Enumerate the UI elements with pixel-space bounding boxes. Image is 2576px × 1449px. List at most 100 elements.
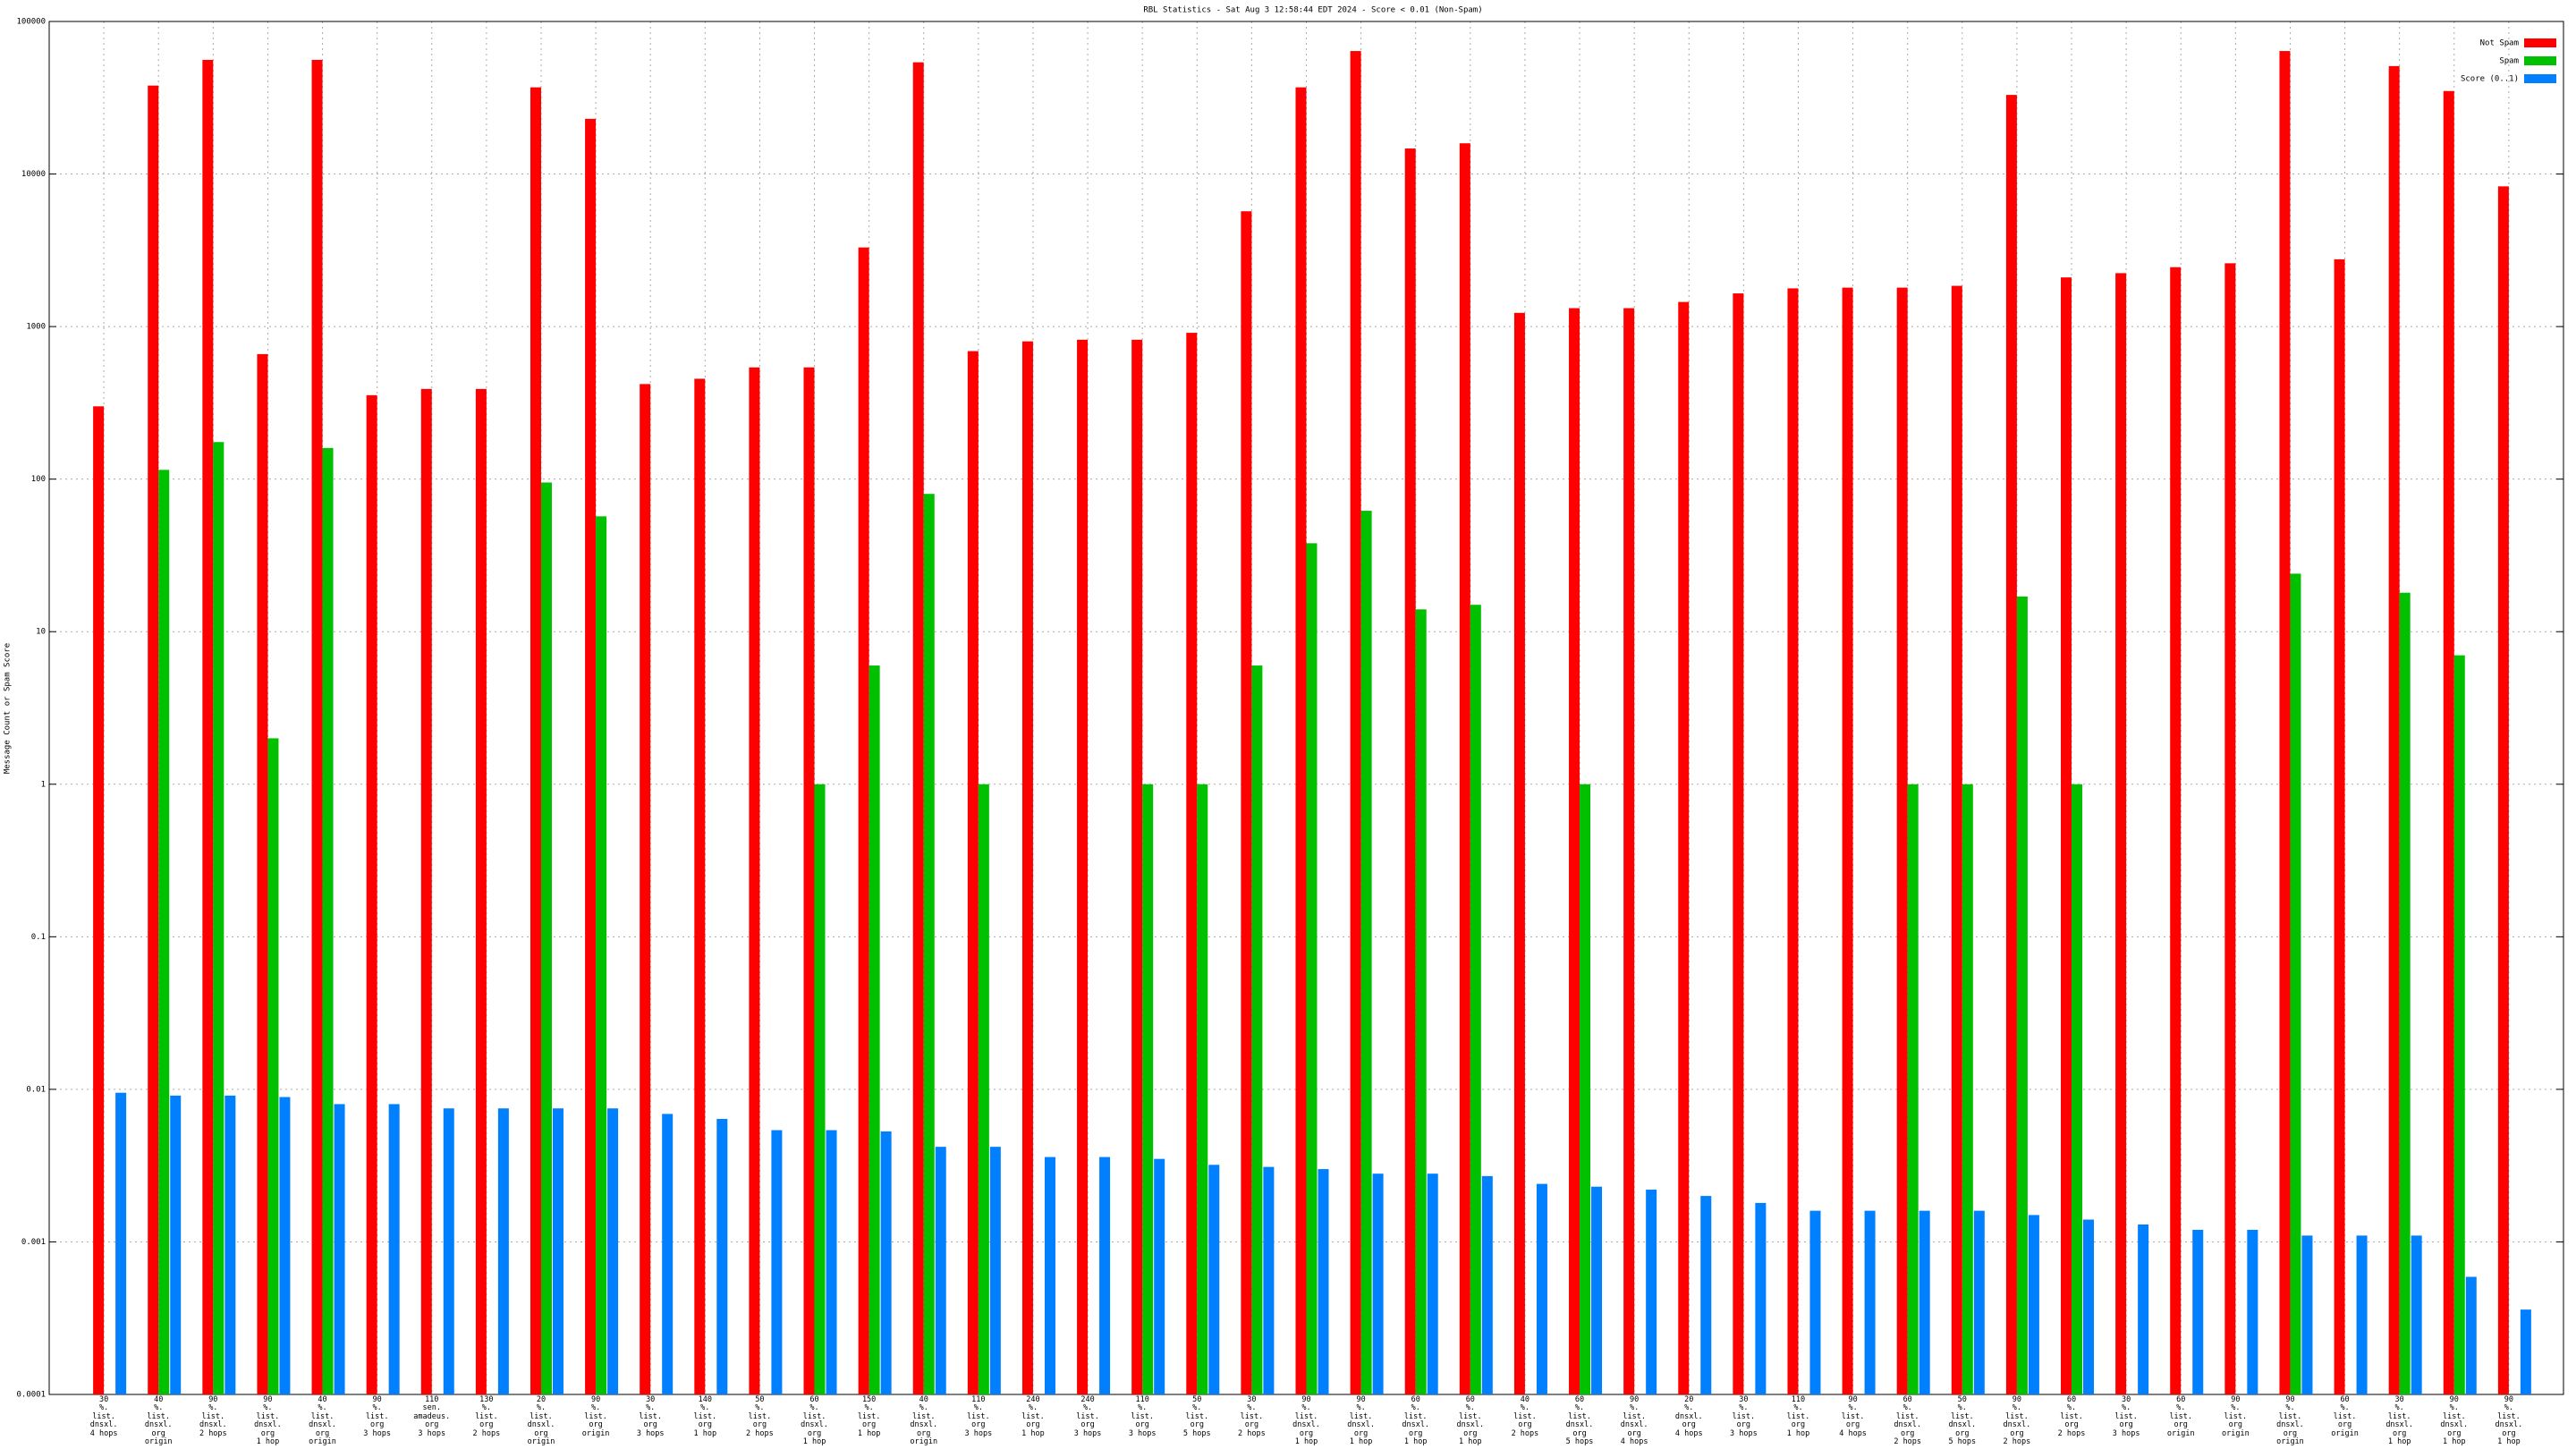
bar — [1241, 211, 1252, 1394]
bar — [771, 1130, 783, 1394]
bar — [2290, 573, 2301, 1394]
bar — [322, 447, 334, 1394]
bar — [2028, 1215, 2039, 1394]
bar — [607, 1108, 619, 1394]
x-tick-label: 90 %. list. dnsxl. org 1 hop — [2440, 1395, 2469, 1447]
bar — [2388, 65, 2400, 1395]
bar — [1372, 1174, 1384, 1394]
x-tick-label: 110 %. list. org 1 hop — [1786, 1395, 1810, 1438]
bar — [826, 1130, 837, 1394]
bar — [530, 87, 541, 1394]
bar — [2138, 1224, 2149, 1394]
bar — [2115, 273, 2127, 1394]
x-tick-label: 60 %. list. dnsxl. org 1 hop — [1402, 1395, 1430, 1447]
x-tick-label: 150 %. list. org 1 hop — [857, 1395, 881, 1438]
bar — [2192, 1229, 2204, 1394]
bar — [2411, 1235, 2422, 1394]
x-tick-label: 90 %. list. org origin — [2221, 1395, 2250, 1438]
bar — [1962, 784, 1973, 1394]
x-tick-label: 60 %. list. dnsxl. org 2 hops — [1894, 1395, 1922, 1447]
x-tick-label: 30 %. list. dnsxl. org 1 hop — [2385, 1395, 2414, 1447]
bar — [1623, 308, 1635, 1394]
bar — [2465, 1276, 2477, 1394]
bar — [540, 482, 552, 1394]
y-tick-label: 0.1 — [31, 933, 46, 942]
legend-label: Score (0..1) — [2461, 75, 2519, 84]
bar — [2072, 784, 2083, 1394]
bar — [716, 1118, 728, 1394]
y-tick-label: 1 — [41, 780, 46, 789]
bar — [989, 1147, 1001, 1394]
x-tick-label: 60 %. list. org 2 hops — [2057, 1395, 2086, 1438]
bar — [257, 353, 268, 1394]
y-tick-label: 0.001 — [21, 1238, 46, 1247]
x-tick-label: 40 %. list. dnsxl. org origin — [144, 1395, 173, 1447]
bar — [1646, 1190, 1657, 1394]
bar — [2453, 655, 2465, 1394]
bar — [596, 516, 607, 1394]
bar — [366, 394, 377, 1395]
bar — [640, 384, 651, 1394]
legend-swatch — [2524, 74, 2556, 83]
bar — [880, 1131, 892, 1394]
bar — [923, 494, 935, 1394]
x-tick-label: 50 %. list. dnsxl. org 5 hops — [1948, 1395, 1977, 1447]
bar — [1481, 1175, 1493, 1394]
bar — [2083, 1219, 2095, 1394]
bar — [1251, 665, 1263, 1394]
bar — [1427, 1174, 1438, 1394]
y-tick-label: 0.01 — [26, 1085, 46, 1094]
bar — [2224, 263, 2236, 1395]
bar — [2279, 51, 2291, 1394]
bar — [1591, 1186, 1603, 1394]
bar — [1142, 784, 1154, 1394]
bar — [1536, 1183, 1547, 1394]
bar — [1470, 605, 1481, 1394]
bar — [1263, 1166, 1275, 1394]
legend-label: Not Spam — [2480, 39, 2519, 48]
bar — [279, 1097, 291, 1394]
chart-title: RBL Statistics - Sat Aug 3 12:58:44 EDT … — [1143, 6, 1482, 15]
x-tick-label: 140 %. list. org 1 hop — [693, 1395, 717, 1438]
x-tick-label: 240 %. list. org 1 hop — [1021, 1395, 1045, 1438]
bar — [443, 1108, 454, 1394]
y-tick-label: 10 — [36, 628, 46, 637]
x-tick-label: 30 %. list. dnsxl. 4 hops — [89, 1395, 118, 1438]
bar — [1208, 1165, 1220, 1394]
y-tick-label: 100 — [31, 475, 46, 484]
bar — [2520, 1309, 2531, 1394]
x-tick-label: 40 %. list. org 2 hops — [1511, 1395, 1539, 1438]
bar — [935, 1147, 946, 1394]
bar — [978, 784, 989, 1394]
bar — [1580, 784, 1591, 1394]
bar — [2170, 267, 2182, 1394]
bar — [1306, 543, 1318, 1394]
x-tick-label: 130 %. list. org 2 hops — [472, 1395, 501, 1438]
bar — [2399, 592, 2411, 1394]
x-tick-label: 90 %. list. dnsxl. org origin — [2276, 1395, 2304, 1447]
bar — [1569, 308, 1580, 1394]
x-tick-label: 50 %. list. org 2 hops — [746, 1395, 774, 1438]
y-axis-label: Message Count or Spam Score — [4, 643, 13, 774]
bar — [1404, 148, 1416, 1394]
bar — [2334, 258, 2345, 1394]
x-tick-label: 20 %. dnsxl. org 4 hops — [1674, 1395, 1703, 1438]
x-tick-label: 50 %. list. org 5 hops — [1182, 1395, 1211, 1438]
bar — [2061, 277, 2072, 1395]
bar — [2016, 596, 2028, 1394]
bar — [202, 59, 214, 1395]
bar — [420, 388, 432, 1394]
x-tick-label: 90 %. list. dnsxl. org 2 hops — [2003, 1395, 2031, 1447]
x-tick-label: 240 %. list. org 3 hops — [1073, 1395, 1102, 1438]
bar — [967, 351, 979, 1394]
bar — [1415, 609, 1427, 1394]
bar — [1842, 287, 1853, 1394]
bar — [803, 367, 815, 1395]
bar — [1896, 287, 1908, 1394]
x-tick-label: 40 %. list. dnsxl. org origin — [910, 1395, 938, 1447]
bar — [858, 247, 869, 1395]
x-tick-label: 90 %. list. dnsxl. org 1 hop — [254, 1395, 282, 1447]
x-tick-label: 60 %. list. org origin — [2331, 1395, 2359, 1438]
